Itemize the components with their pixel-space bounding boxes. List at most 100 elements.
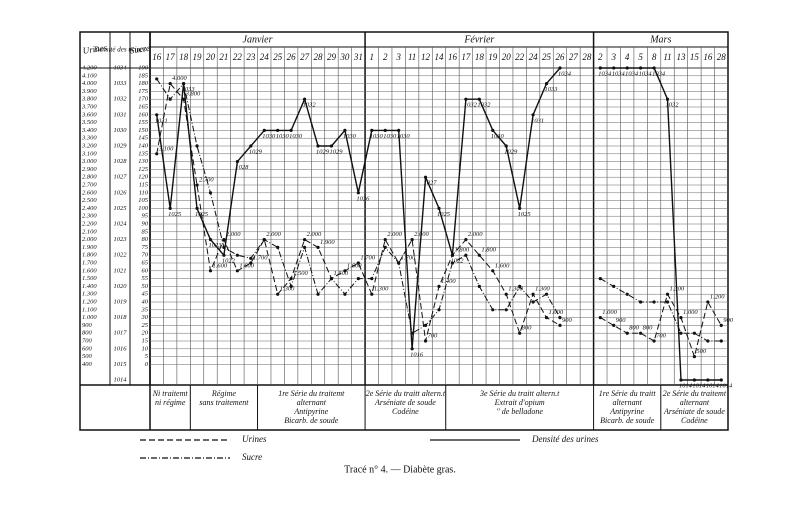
x-tick-label: 24 bbox=[529, 52, 539, 62]
data-label: 1034 bbox=[558, 70, 572, 77]
y-tick-label: 140 bbox=[138, 142, 149, 149]
phase-label: alternant bbox=[613, 398, 643, 407]
y-tick-label: 85 bbox=[142, 228, 149, 235]
x-tick-label: 12 bbox=[421, 52, 431, 62]
y2-tick-label: 1.700 bbox=[82, 259, 97, 266]
phase-label: 1re Série du traitt bbox=[599, 389, 657, 398]
point bbox=[477, 253, 481, 257]
y2-tick-label: 700 bbox=[82, 337, 93, 344]
y2-tick-label: 3.200 bbox=[81, 142, 97, 149]
point bbox=[195, 206, 199, 210]
phase-label: Codéine bbox=[681, 416, 708, 425]
x-tick-label: 31 bbox=[353, 52, 363, 62]
y3-tick-label: 1020 bbox=[114, 283, 128, 290]
data-label: 900 bbox=[723, 317, 734, 324]
x-tick-label: 25 bbox=[273, 52, 283, 62]
point bbox=[598, 316, 602, 320]
axis-title: Densité des urines bbox=[93, 46, 146, 54]
month-label: Février bbox=[463, 34, 494, 45]
point bbox=[518, 331, 522, 335]
point bbox=[302, 245, 307, 249]
y-tick-label: 125 bbox=[138, 166, 149, 173]
point bbox=[518, 206, 522, 210]
data-label: 1.000 bbox=[683, 309, 698, 316]
y2-tick-label: 1.000 bbox=[82, 314, 97, 321]
x-tick-label: 29 bbox=[327, 52, 337, 62]
data-label: 1.700 bbox=[360, 254, 375, 261]
point bbox=[477, 97, 481, 101]
phase-label: Arséniate de soude bbox=[663, 407, 725, 416]
x-tick-label: 28 bbox=[582, 52, 592, 62]
x-tick-label: 27 bbox=[569, 52, 579, 62]
y2-tick-label: 4.100 bbox=[82, 72, 97, 79]
data-label: 900 bbox=[562, 317, 573, 324]
point bbox=[356, 261, 360, 265]
data-label: 800 bbox=[643, 325, 654, 332]
data-label: 1034 bbox=[652, 70, 666, 77]
x-tick-label: 20 bbox=[502, 52, 512, 62]
data-label: 3.100 bbox=[158, 145, 174, 152]
phase-label: 3e Série du traitt altern.t bbox=[479, 389, 560, 398]
y2-tick-label: 2.900 bbox=[82, 166, 97, 173]
point bbox=[410, 238, 414, 242]
point bbox=[397, 128, 401, 132]
data-label: 1.300 bbox=[280, 286, 295, 293]
point bbox=[316, 144, 320, 148]
y-tick-label: 45 bbox=[142, 291, 149, 298]
point bbox=[168, 97, 172, 101]
y2-tick-label: 2.100 bbox=[82, 228, 97, 235]
data-label: 500 bbox=[696, 348, 707, 355]
y-tick-label: 190 bbox=[138, 64, 149, 71]
y2-tick-label: 800 bbox=[82, 330, 93, 337]
point bbox=[155, 77, 159, 81]
x-tick-label: 17 bbox=[461, 52, 471, 62]
point bbox=[491, 308, 495, 312]
y3-tick-label: 1018 bbox=[114, 314, 128, 321]
point bbox=[276, 292, 280, 296]
y-tick-label: 65 bbox=[142, 259, 149, 266]
data-label: 1.000 bbox=[549, 309, 564, 316]
y3-tick-label: 1029 bbox=[114, 142, 128, 149]
y2-tick-label: 2.500 bbox=[82, 197, 97, 204]
point bbox=[437, 284, 441, 288]
data-label: 1030 bbox=[262, 133, 276, 140]
phase-label: Codéine bbox=[392, 407, 419, 416]
point bbox=[692, 331, 696, 335]
data-label: 1030 bbox=[491, 133, 505, 140]
x-tick-label: 22 bbox=[515, 52, 525, 62]
data-label: 1034 bbox=[598, 70, 612, 77]
y-tick-label: 100 bbox=[138, 205, 149, 212]
y-tick-label: 165 bbox=[138, 103, 149, 110]
y2-tick-label: 600 bbox=[82, 345, 93, 352]
axis-title: Sucre bbox=[129, 43, 150, 56]
phase-label: Antipyrine bbox=[609, 407, 644, 416]
y-tick-label: 145 bbox=[138, 135, 149, 142]
y3-tick-label: 1033 bbox=[114, 80, 128, 87]
data-label: 1.500 bbox=[333, 270, 348, 277]
y3-tick-label: 1024 bbox=[114, 220, 128, 227]
y-tick-label: 25 bbox=[142, 322, 149, 329]
point bbox=[249, 144, 253, 148]
y3-tick-label: 1015 bbox=[114, 361, 128, 368]
point bbox=[491, 128, 495, 132]
data-label: 1026 bbox=[356, 195, 370, 202]
x-tick-label: 20 bbox=[206, 52, 216, 62]
point bbox=[316, 292, 320, 296]
data-label: 1.600 bbox=[495, 262, 510, 269]
phase-label: ni régime bbox=[155, 398, 186, 407]
point bbox=[544, 292, 549, 296]
data-label: 1.400 bbox=[441, 278, 456, 285]
y-tick-label: 130 bbox=[138, 158, 149, 165]
point bbox=[155, 152, 159, 156]
y3-tick-label: 1021 bbox=[114, 267, 127, 274]
phase-label: Régime bbox=[211, 389, 236, 398]
data-label: 1030 bbox=[343, 133, 357, 140]
data-label: 1033 bbox=[182, 86, 196, 93]
x-tick-label: 26 bbox=[555, 52, 565, 62]
y2-tick-label: 3.400 bbox=[81, 127, 97, 134]
data-label: 700 bbox=[656, 332, 667, 339]
data-label: 1032 bbox=[666, 102, 680, 109]
y2-tick-label: 1.100 bbox=[82, 306, 97, 313]
y2-tick-label: 2.000 bbox=[82, 236, 97, 243]
y2-tick-label: 1.800 bbox=[82, 252, 97, 259]
